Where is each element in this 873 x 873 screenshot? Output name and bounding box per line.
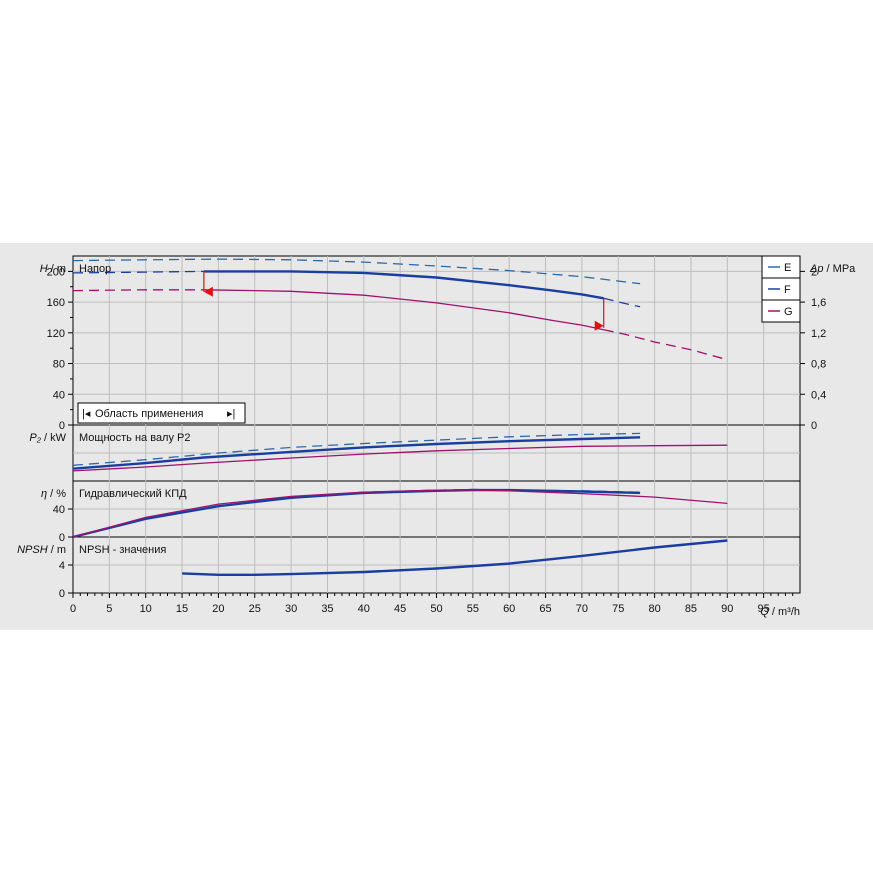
power-curve-f-bold: [72, 436, 641, 470]
range-left-marker: |◂: [82, 408, 91, 420]
npsh-axis-label: NPSH / m: [17, 544, 66, 556]
range-of-application: |◂ Область применения ▸|: [77, 402, 246, 424]
head-y-tick-label: 0: [59, 420, 65, 432]
x-tick-label: 70: [576, 603, 588, 615]
y-tick-label: 4: [59, 560, 65, 572]
x-tick-label: 20: [212, 603, 224, 615]
legend-label-g: G: [784, 306, 793, 318]
pressure-tick-label: 1,6: [811, 297, 826, 309]
legend-label-e: E: [784, 262, 791, 274]
y-tick-label: 40: [53, 504, 65, 516]
pressure-tick-label: 2: [811, 266, 817, 278]
x-tick-label: 5: [106, 603, 112, 615]
pressure-tick-label: 0,8: [811, 359, 826, 371]
x-tick-label: 95: [758, 603, 770, 615]
x-tick-label: 85: [685, 603, 697, 615]
power-curve-e-dash: [72, 432, 641, 466]
range-right-marker: ▸|: [227, 408, 235, 420]
range-end-arrow: [594, 320, 604, 331]
x-tick-label: 40: [358, 603, 370, 615]
x-tick-label: 35: [321, 603, 333, 615]
range-label: Область применения: [95, 408, 204, 420]
x-tick-label: 55: [467, 603, 479, 615]
legend-box: [761, 255, 801, 323]
x-tick-label: 90: [721, 603, 733, 615]
x-tick-label: 80: [648, 603, 660, 615]
x-axis-label: Q / m³/h: [760, 606, 800, 618]
efficiency-curve-g-solid: [72, 489, 728, 538]
legend-label-f: F: [784, 284, 791, 296]
x-tick-label: 65: [539, 603, 551, 615]
head-y-tick-label: 40: [53, 389, 65, 401]
head-curve-g-solid: [203, 289, 604, 331]
y-tick-label: 0: [59, 588, 65, 600]
x-tick-label: 60: [503, 603, 515, 615]
x-tick-label: 75: [612, 603, 624, 615]
pressure-tick-label: 1,2: [811, 328, 826, 340]
efficiency-axis-label: η / %: [41, 488, 66, 500]
efficiency-panel-title: Гидравлический КПД: [79, 488, 187, 500]
head-curve-f-dash: [603, 297, 641, 308]
head-y-tick-label: 200: [47, 266, 65, 278]
efficiency-curve-f-bold: [72, 488, 641, 539]
head-y-tick-label: 160: [47, 297, 65, 309]
head-curve-f-dash: [72, 270, 204, 274]
legend-entry-e: E: [768, 262, 791, 274]
x-tick-label: 25: [249, 603, 261, 615]
x-tick-label: 45: [394, 603, 406, 615]
npsh-panel-title: NPSH - значения: [79, 544, 166, 556]
pressure-axis-label: Δp / MPa: [809, 263, 856, 275]
head-axis-label: H / m: [40, 263, 66, 275]
head-curve-g-dash: [603, 329, 728, 361]
legend-entry-f: F: [768, 284, 791, 296]
y-tick-label: 0: [59, 532, 65, 544]
power-axis-label: P₂ / kW: [29, 432, 66, 444]
power-panel-title: Мощность на валу P2: [79, 432, 191, 444]
x-tick-label: 0: [70, 603, 76, 615]
head-curve-e-dash: [72, 258, 641, 285]
head-panel-title: Напор: [79, 263, 111, 275]
pressure-tick-label: 0,4: [811, 389, 826, 401]
head-curve-f-bold: [203, 270, 604, 300]
x-tick-label: 10: [140, 603, 152, 615]
x-tick-label: 15: [176, 603, 188, 615]
head-y-tick-label: 120: [47, 328, 65, 340]
legend-entry-g: G: [768, 306, 793, 318]
head-curve-g-dash: [72, 289, 204, 292]
power-curve-g-solid: [72, 444, 728, 472]
x-tick-label: 30: [285, 603, 297, 615]
x-tick-label: 50: [430, 603, 442, 615]
head-y-tick-label: 80: [53, 359, 65, 371]
range-start-arrow: [203, 286, 213, 297]
npsh-curve-f-bold: [182, 539, 728, 576]
pressure-tick-label: 0: [811, 420, 817, 432]
